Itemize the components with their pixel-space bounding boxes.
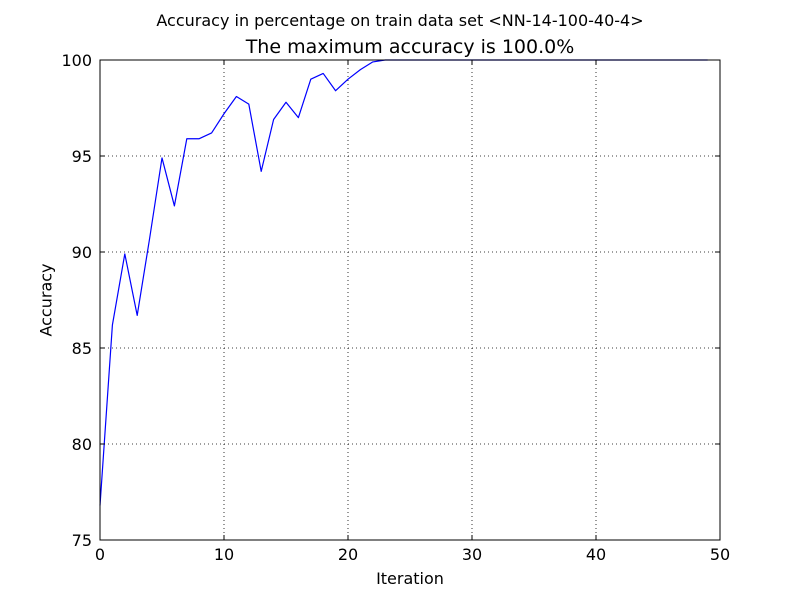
accuracy-line [99, 59, 708, 506]
y-tick-label: 85 [72, 339, 92, 358]
x-tick-label: 20 [338, 545, 358, 564]
ticks: 0 10 20 30 40 50 75 80 85 90 95 100 [61, 51, 730, 564]
y-tick-label: 100 [61, 51, 92, 70]
y-tick-label: 75 [72, 531, 92, 550]
grid [100, 60, 720, 540]
chart-title: The maximum accuracy is 100.0% [245, 36, 575, 58]
x-axis-label: Iteration [376, 569, 444, 588]
axes-frame [99, 59, 721, 541]
x-tick-label: 50 [710, 545, 730, 564]
x-tick-label: 40 [586, 545, 606, 564]
series-layer [99, 59, 708, 506]
y-axis-label: Accuracy [36, 263, 56, 337]
chart-suptitle: Accuracy in percentage on train data set… [156, 11, 644, 30]
x-tick-label: 10 [214, 545, 234, 564]
x-tick-label: 0 [95, 545, 105, 564]
y-tick-label: 95 [72, 147, 92, 166]
y-tick-label: 80 [72, 435, 92, 454]
y-tick-label: 90 [72, 243, 92, 262]
x-tick-label: 30 [462, 545, 482, 564]
